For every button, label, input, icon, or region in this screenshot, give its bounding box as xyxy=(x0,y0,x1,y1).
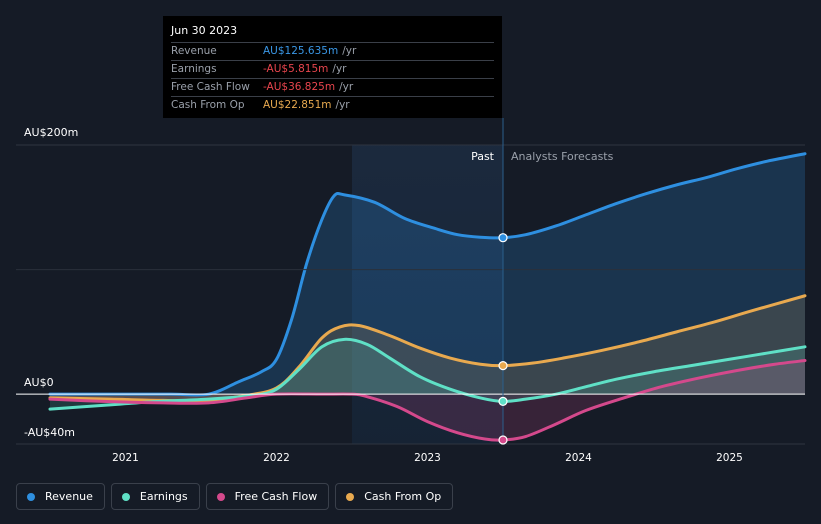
tooltip-row-value: -AU$5.815m xyxy=(263,63,329,75)
x-axis-ticks: 2021 2022 2023 2024 2025 xyxy=(112,452,743,464)
tooltip-row: Free Cash Flow -AU$36.825m/yr xyxy=(171,79,494,97)
x-tick-2023: 2023 xyxy=(414,452,441,464)
legend-item-cash-from-op[interactable]: Cash From Op xyxy=(335,483,454,510)
tooltip-row: Earnings -AU$5.815m/yr xyxy=(171,61,494,79)
y-label-bottom: -AU$40m xyxy=(24,426,75,439)
tooltip-row-label: Revenue xyxy=(171,45,217,57)
series-areas xyxy=(50,153,805,441)
gridlines xyxy=(16,144,805,445)
cash-from-op-area xyxy=(50,295,805,401)
tooltip-row-label: Free Cash Flow xyxy=(171,81,250,93)
legend-item-label: Free Cash Flow xyxy=(234,490,318,503)
tooltip-row: Cash From Op AU$22.851m/yr xyxy=(171,97,494,114)
free-cash-flow-area xyxy=(50,360,805,441)
revenue-marker xyxy=(498,233,508,243)
earnings-marker xyxy=(498,396,508,406)
legend-item-free-cash-flow[interactable]: Free Cash Flow xyxy=(205,483,330,510)
series-lines xyxy=(48,152,807,442)
y-label-zero: AU$0 xyxy=(24,376,54,389)
x-tick-2022: 2022 xyxy=(263,452,290,464)
earnings-area xyxy=(50,339,805,410)
past-label: Past xyxy=(471,150,495,163)
legend-dot-icon xyxy=(216,492,225,501)
tooltip-row-label: Cash From Op xyxy=(171,99,245,111)
cash-from-op-marker xyxy=(498,361,508,371)
tooltip-row-value: AU$22.851m xyxy=(263,99,332,111)
legend-item-label: Revenue xyxy=(45,490,93,503)
y-label-top: AU$200m xyxy=(24,126,78,139)
forecast-label: Analysts Forecasts xyxy=(511,150,614,163)
legend-item-label: Earnings xyxy=(139,490,188,503)
tooltip-row-unit: /yr xyxy=(332,63,347,75)
legend-item-revenue[interactable]: Revenue xyxy=(16,483,105,510)
legend: Revenue Earnings Free Cash Flow Cash From O… xyxy=(16,483,454,510)
free-cash-flow-line xyxy=(48,359,807,442)
revenue-line xyxy=(48,152,807,397)
revenue-area xyxy=(50,153,805,396)
tooltip-row-unit: /yr xyxy=(335,99,350,111)
tooltip-row: Revenue AU$125.635m/yr xyxy=(171,43,494,61)
tooltip-row-unit: /yr xyxy=(339,81,354,93)
series-markers xyxy=(498,233,508,445)
legend-dot-icon xyxy=(27,492,35,501)
x-tick-2024: 2024 xyxy=(565,452,592,464)
legend-dot-icon xyxy=(346,492,355,501)
tooltip-row-unit: /yr xyxy=(342,45,357,57)
x-tick-2025: 2025 xyxy=(716,452,743,464)
tooltip: Jun 30 2023 Revenue AU$125.635m/yr Earning… xyxy=(163,16,502,118)
legend-dot-icon xyxy=(121,492,130,501)
x-tick-2021: 2021 xyxy=(112,452,139,464)
tooltip-date: Jun 30 2023 xyxy=(171,22,494,43)
legend-item-label: Cash From Op xyxy=(364,490,442,503)
tooltip-row-value: AU$125.635m xyxy=(263,45,339,57)
tooltip-row-label: Earnings xyxy=(171,63,217,75)
tooltip-row-value: -AU$36.825m xyxy=(263,81,336,93)
legend-item-earnings[interactable]: Earnings xyxy=(110,483,200,510)
free-cash-flow-marker xyxy=(498,435,508,445)
